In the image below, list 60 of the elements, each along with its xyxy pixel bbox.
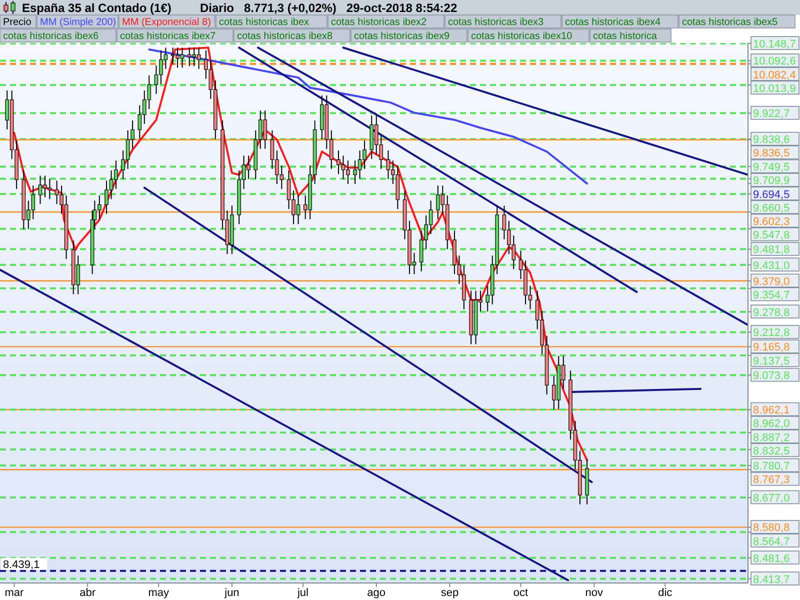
text: cotas historicas ibex4 — [565, 17, 662, 28]
text: cotas historicas ibex2 — [331, 17, 428, 28]
x-tick-label: ago — [367, 587, 386, 599]
ref-line-label: 9.073,8 — [753, 370, 790, 382]
ref-line-label: 8.780,7 — [753, 460, 790, 473]
ref-line-label: 8.962,1 — [753, 404, 790, 417]
text: cotas historicas ibex3 — [448, 17, 544, 28]
ref-line-label: 9.602,3 — [753, 216, 790, 228]
ref-line-label: 10.148,7 — [753, 38, 796, 50]
ref-line-label: 8.962,0 — [753, 418, 790, 430]
text: cotas historicas ibex10 — [471, 31, 573, 42]
ref-line-label: 9.547,8 — [753, 230, 790, 242]
x-tick-label: sep — [440, 587, 459, 599]
ref-line-label: 9.431,0 — [753, 260, 790, 272]
ref-line-label: 8.832,5 — [753, 445, 790, 458]
x-tick-label: mar — [4, 587, 24, 599]
ref-line-label: 8.580,8 — [753, 522, 790, 534]
text: cotas historicas ibex5 — [682, 17, 778, 28]
ref-line-label: 10.092,6 — [753, 56, 796, 68]
ref-line-label: 9.481,8 — [753, 244, 790, 256]
ref-line-label: 8.767,3 — [753, 474, 790, 486]
x-tick-label: jul — [296, 587, 308, 599]
ref-line-label: 8.481,6 — [753, 552, 790, 565]
text: cotas historicas ibex6 — [3, 31, 100, 42]
ref-line-label: 8.887,2 — [753, 432, 790, 444]
text: Precio — [3, 17, 32, 28]
ref-line-label: 9.660,5 — [753, 202, 790, 214]
x-tick-label: may — [148, 587, 170, 599]
ref-line-label: 9.137,5 — [753, 355, 790, 368]
ref-line-label: 9.709,9 — [753, 175, 790, 188]
series-label: MM (Exponencial 8) — [122, 17, 211, 28]
ref-line-label: 9.212,8 — [753, 327, 790, 340]
ref-line-label: 9.836,5 — [753, 148, 790, 160]
ref-line-label: 9.278,8 — [753, 306, 790, 319]
ref-line-label: 9.165,8 — [753, 342, 790, 354]
x-tick-label: jun — [224, 587, 240, 599]
ref-line-label: 8.413,7 — [753, 574, 790, 586]
chart-title: España 35 al Contado (1€) — [22, 1, 172, 15]
annotation: 8.439,1 — [3, 558, 40, 571]
ref-line-label: 9.838,6 — [753, 134, 790, 146]
ref-line-label: 10.082,4 — [753, 69, 796, 82]
ref-line-label: 9.379,0 — [753, 276, 790, 288]
x-tick-label: abr — [80, 587, 96, 599]
x-tick-label: oct — [513, 587, 528, 599]
text: cotas historicas ibex9 — [354, 31, 450, 42]
ref-line-label: 9.354,7 — [753, 290, 790, 302]
ref-line-label: 8.677,0 — [753, 492, 790, 505]
text: cotas historicas ibex7 — [120, 31, 216, 42]
ref-line-label: 8.564,7 — [753, 536, 790, 548]
text: cotas historica — [593, 31, 658, 42]
x-tick-label: nov — [585, 587, 604, 599]
chart-subtitle: Diario 8.771,3 (+0,02%) 29-oct-2018 8:54:22 — [200, 1, 458, 15]
x-tick-label: dic — [658, 587, 673, 599]
ref-line-label: 9.922,7 — [753, 108, 790, 120]
text: cotas historicas ibex — [219, 17, 310, 28]
annotation: 9.694,5 — [753, 188, 790, 201]
text: MM (Simple 200) — [40, 17, 116, 28]
ref-line-label: 9.749,5 — [753, 162, 790, 174]
ref-line-label: 10.013,9 — [753, 82, 796, 95]
text: cotas historicas ibex8 — [237, 31, 334, 42]
